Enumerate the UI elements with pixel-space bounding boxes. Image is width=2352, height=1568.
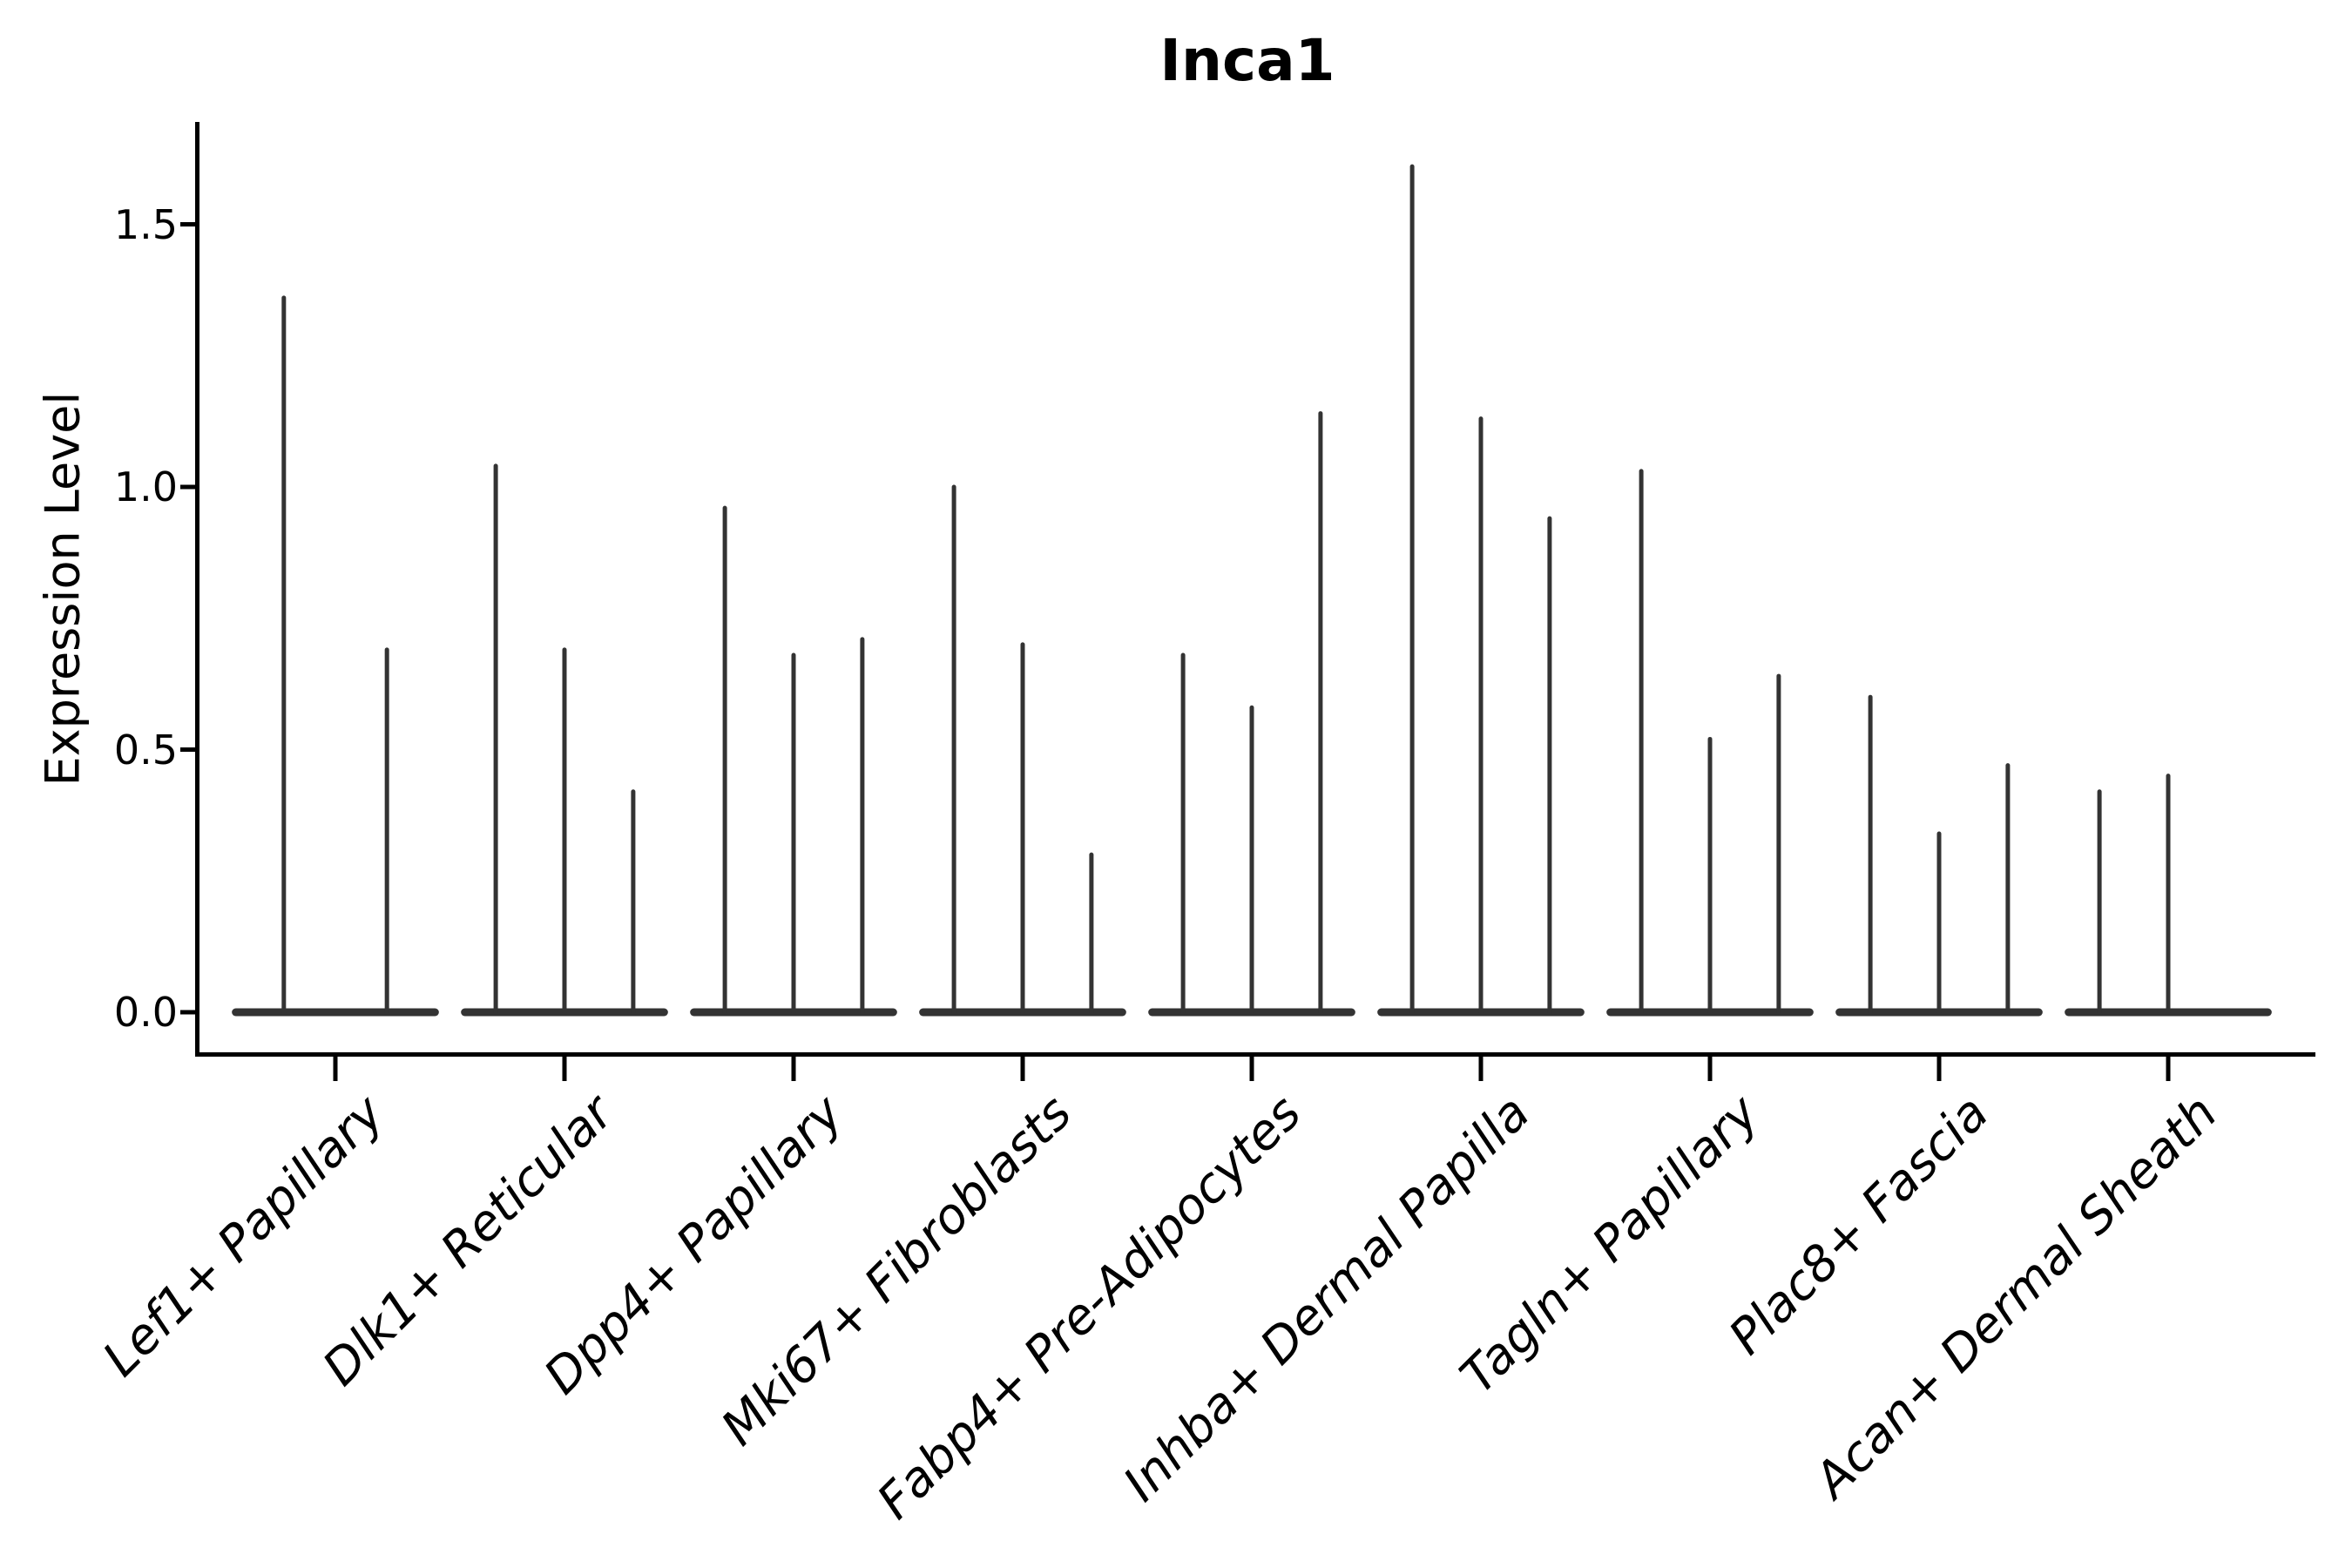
y-tick-label: 0.0	[113, 989, 178, 1036]
y-tick-label: 1.5	[113, 200, 178, 248]
plot-title: Inca1	[1159, 27, 1335, 94]
y-tick-label: 1.0	[113, 463, 178, 510]
y-tick-label: 0.5	[113, 726, 178, 774]
